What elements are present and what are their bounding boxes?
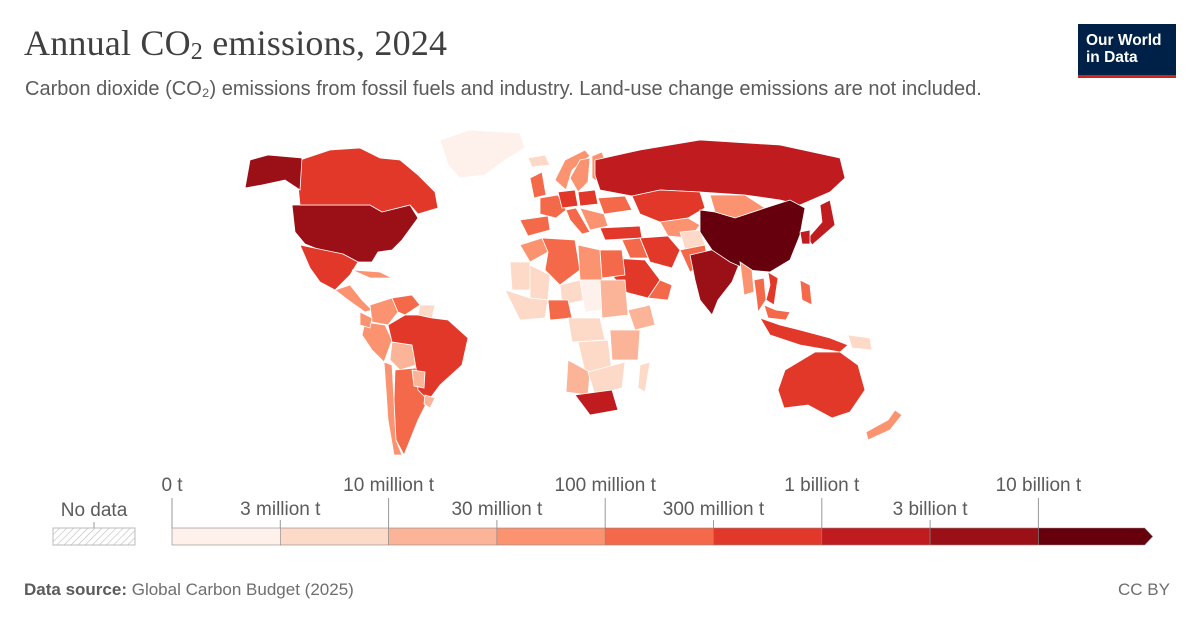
country-myanmar[interactable] <box>739 261 755 296</box>
legend-label: 30 million t <box>451 499 543 520</box>
country-east-africa[interactable] <box>609 329 641 361</box>
legend-label: 10 million t <box>343 475 435 496</box>
country-canada[interactable] <box>297 147 439 215</box>
country-nigeria[interactable] <box>547 299 573 321</box>
country-poland[interactable] <box>577 189 599 207</box>
logo-line-2: in Data <box>1086 49 1138 66</box>
owid-logo[interactable]: Our World in Data <box>1078 24 1176 78</box>
country-cuba[interactable] <box>351 269 393 279</box>
country-sudan[interactable] <box>599 279 629 319</box>
country-south-africa[interactable] <box>574 389 619 416</box>
country-japan[interactable] <box>807 199 836 246</box>
country-united-kingdom[interactable] <box>529 171 547 199</box>
country-iraq[interactable] <box>621 237 649 259</box>
country-chile[interactable] <box>383 361 403 456</box>
country-iceland[interactable] <box>527 154 551 168</box>
legend-bin-2[interactable] <box>279 527 389 546</box>
chart-subtitle: Carbon dioxide (CO₂) emissions from foss… <box>25 78 982 100</box>
world-map <box>244 129 903 456</box>
country-kazakhstan[interactable] <box>631 189 706 223</box>
country-south-korea[interactable] <box>799 229 811 245</box>
country-ecuador[interactable] <box>359 311 373 329</box>
legend-bin-4[interactable] <box>496 527 606 546</box>
legend-label: 300 million t <box>663 499 765 520</box>
country-venezuela[interactable] <box>391 294 421 316</box>
country-uruguay[interactable] <box>423 394 436 409</box>
legend-bin-7[interactable] <box>821 527 931 546</box>
country-paraguay[interactable] <box>411 369 426 389</box>
license[interactable]: CC BY <box>1118 580 1170 599</box>
legend-label: 10 billion t <box>996 475 1082 496</box>
chart-title: Annual CO2 emissions, 2024 <box>24 23 448 65</box>
country-vietnam[interactable] <box>765 271 779 306</box>
country-spain[interactable] <box>519 215 551 237</box>
legend-label: 3 million t <box>240 499 321 520</box>
country-indonesia[interactable] <box>759 317 849 353</box>
country-china[interactable] <box>699 199 806 273</box>
country-ukraine[interactable] <box>597 195 633 215</box>
country-west-africa[interactable] <box>504 289 549 321</box>
country-balkans[interactable] <box>579 207 609 231</box>
country-mauritania[interactable] <box>509 261 533 291</box>
country-new-zealand[interactable] <box>865 409 903 441</box>
country-australia[interactable] <box>777 351 866 419</box>
legend: No data 0 t 10 million t 100 million t 1 bi… <box>52 475 1154 546</box>
country-peru[interactable] <box>361 321 393 363</box>
country-ethiopia[interactable] <box>627 304 656 331</box>
country-sweden[interactable] <box>569 157 591 193</box>
legend-bin-9[interactable] <box>1038 527 1154 546</box>
country-central-africa[interactable] <box>567 317 606 343</box>
data-source: Data source: Global Carbon Budget (2025) <box>24 580 354 599</box>
legend-bin-1[interactable] <box>171 527 281 546</box>
no-data-label: No data <box>61 500 128 521</box>
country-italy[interactable] <box>565 207 591 235</box>
country-papua-new-guinea[interactable] <box>847 334 873 351</box>
country-chad[interactable] <box>579 279 603 313</box>
country-southern-africa[interactable] <box>587 361 626 396</box>
country-mexico[interactable] <box>299 244 359 291</box>
country-thailand[interactable] <box>753 277 767 314</box>
country-central-america[interactable] <box>334 284 373 313</box>
country-malaysia[interactable] <box>763 304 791 321</box>
country-philippines[interactable] <box>799 279 813 306</box>
legend-label: 100 million t <box>555 475 657 496</box>
country-germany[interactable] <box>557 189 579 209</box>
country-greenland[interactable] <box>439 129 526 179</box>
country-france[interactable] <box>539 194 567 219</box>
country-arabian-peninsula[interactable] <box>647 279 673 301</box>
country-egypt[interactable] <box>599 249 626 279</box>
legend-bin-3[interactable] <box>388 527 498 546</box>
legend-label: 1 billion t <box>784 475 860 496</box>
country-turkey[interactable] <box>599 225 643 241</box>
legend-label: 3 billion t <box>893 499 969 520</box>
logo-line-1: Our World <box>1086 32 1162 49</box>
country-alaska-us-[interactable] <box>244 154 303 191</box>
legend-bin-5[interactable] <box>604 527 714 546</box>
country-libya[interactable] <box>577 244 603 281</box>
country-brazil[interactable] <box>387 314 469 406</box>
legend-bin-6[interactable] <box>713 527 823 546</box>
no-data-swatch[interactable] <box>52 527 136 546</box>
legend-label: 0 t <box>161 475 183 496</box>
source-link[interactable]: Global Carbon Budget (2025) <box>131 580 354 599</box>
country-madagascar[interactable] <box>637 361 651 393</box>
legend-bin-8[interactable] <box>929 527 1039 546</box>
